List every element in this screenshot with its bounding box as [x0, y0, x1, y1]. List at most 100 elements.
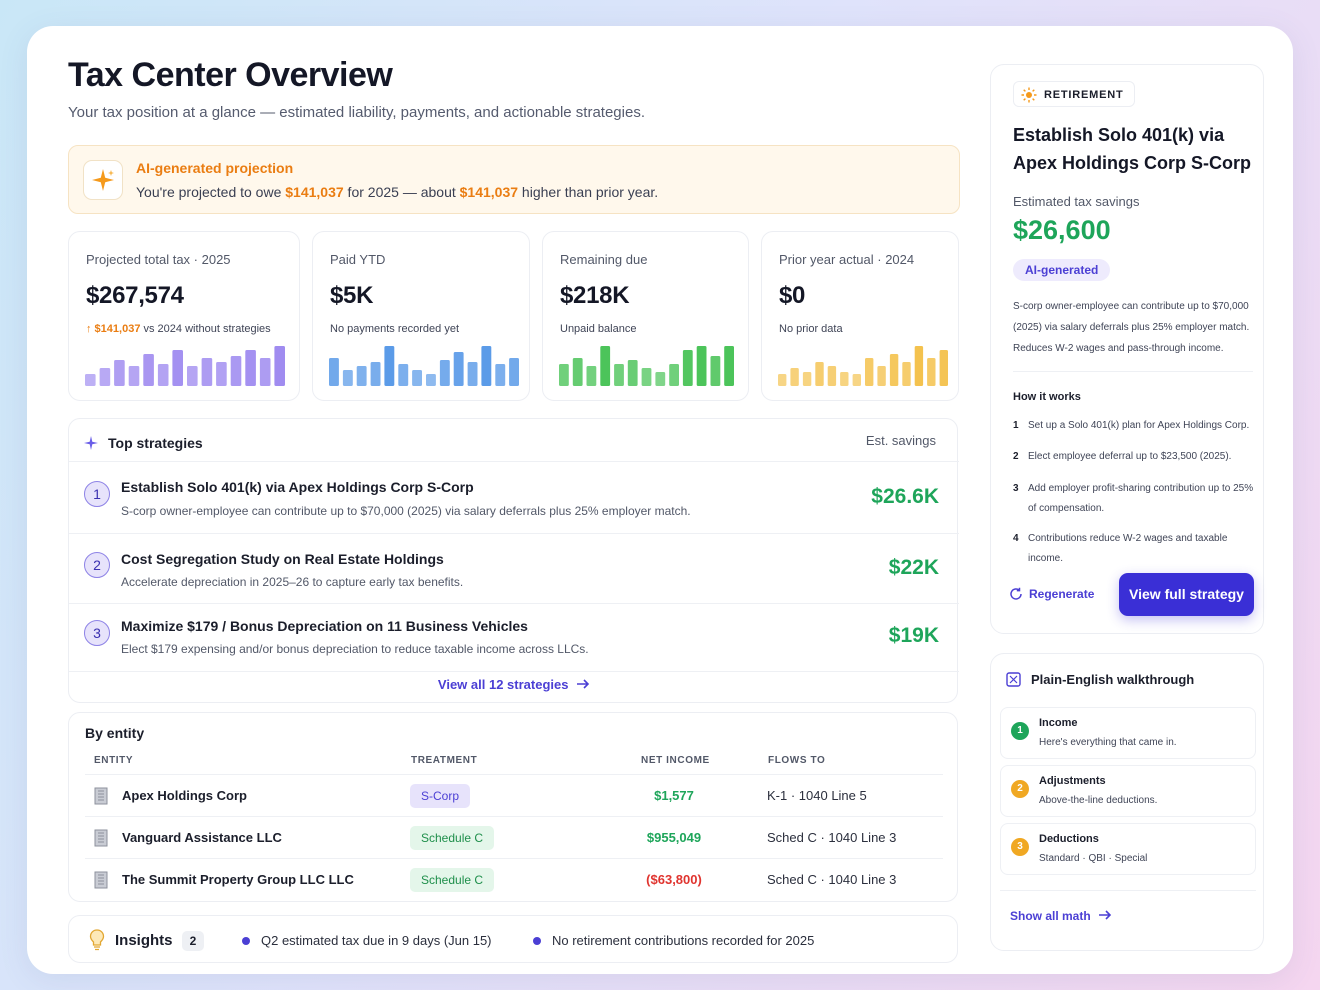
- stat-card-paid-ytd[interactable]: Paid YTD $5K No payments recorded yet: [312, 231, 530, 401]
- divider: [1013, 371, 1253, 372]
- sparkbar: [245, 350, 256, 386]
- strategy-row[interactable]: 1 Establish Solo 401(k) via Apex Holding…: [69, 461, 959, 533]
- sparkle-icon: [1021, 87, 1037, 103]
- view-all-strategies-link[interactable]: View all 12 strategies: [69, 677, 959, 692]
- regenerate-button[interactable]: Regenerate: [1009, 587, 1094, 601]
- estimated-savings-label: Estimated tax savings: [1013, 194, 1140, 209]
- column-header: NET INCOME: [641, 755, 710, 766]
- column-header: ENTITY: [94, 755, 134, 766]
- divider: [1000, 890, 1256, 891]
- sparkbar: [840, 372, 849, 386]
- sparkbar: [85, 374, 96, 386]
- step-subtitle: Above-the-line deductions.: [1039, 795, 1158, 806]
- sparkbar: [157, 364, 169, 386]
- stat-note: ↑ $141,037 vs 2024 without strategies: [86, 323, 271, 335]
- strategy-detail-panel: RETIREMENT Establish Solo 401(k) via Ape…: [990, 64, 1264, 634]
- insight-item[interactable]: No retirement contributions recorded for…: [532, 933, 815, 948]
- sparkbar: [426, 374, 436, 386]
- sparkbar: [172, 350, 183, 386]
- entity-name: Vanguard Assistance LLC: [122, 830, 282, 845]
- page-title: Tax Center Overview: [68, 56, 393, 94]
- building-icon: [94, 871, 108, 889]
- treatment-badge: S-Corp: [410, 784, 471, 808]
- divider: [69, 671, 959, 672]
- entity-name: Apex Holdings Corp: [122, 788, 247, 803]
- stat-note: No payments recorded yet: [330, 323, 460, 335]
- sparkbar: [939, 350, 948, 386]
- walkthrough-step[interactable]: 2 Adjustments Above-the-line deductions.: [1000, 765, 1256, 817]
- show-all-math-link[interactable]: Show all math: [1010, 909, 1112, 923]
- sparkbar: [342, 370, 353, 386]
- strategy-detail-desc: S-corp owner-employee can contribute up …: [1013, 301, 1250, 354]
- sparkbar: [655, 372, 666, 386]
- by-entity-card: By entity ENTITY TREATMENT NET INCOME FL…: [68, 712, 958, 902]
- strategy-number: 3: [84, 620, 110, 646]
- stat-label: Prior year actual · 2024: [779, 252, 915, 267]
- strategy-row[interactable]: 2 Cost Segregation Study on Real Estate …: [69, 533, 959, 603]
- refresh-icon: [1010, 587, 1022, 600]
- sparkbar: [439, 360, 450, 386]
- strategies-title: Top strategies: [108, 435, 203, 451]
- strategy-title: Cost Segregation Study on Real Estate Ho…: [121, 551, 444, 567]
- building-icon: [94, 829, 108, 847]
- stat-note: No prior data: [779, 323, 843, 335]
- arrow-right-icon: [1099, 910, 1112, 920]
- step-number: 3: [1011, 838, 1029, 856]
- view-full-strategy-button[interactable]: View full strategy: [1119, 573, 1254, 616]
- column-header: TREATMENT: [411, 755, 478, 766]
- net-income: $955,049: [646, 830, 702, 845]
- sparkbar: [259, 358, 271, 386]
- strategy-detail-title: Establish Solo 401(k) via Apex Holdings …: [1013, 125, 1251, 173]
- step-title: Adjustments: [1039, 775, 1106, 787]
- sparkbar: [467, 362, 478, 386]
- insights-bar[interactable]: Insights 2 Q2 estimated tax due in 9 day…: [68, 915, 958, 963]
- flows-to: Sched C · 1040 Line 3: [767, 872, 897, 887]
- calculator-icon: [1006, 672, 1021, 687]
- stat-card-projected-tax[interactable]: Projected total tax · 2025 $267,574 ↑ $1…: [68, 231, 300, 401]
- table-row[interactable]: Apex Holdings Corp S-Corp $1,577 K-1 · 1…: [85, 774, 943, 816]
- stat-card-prior-year[interactable]: Prior year actual · 2024 $0 No prior dat…: [761, 231, 959, 401]
- insight-item[interactable]: Q2 estimated tax due in 9 days (Jun 15): [242, 933, 492, 948]
- sparkbar: [682, 350, 693, 386]
- ai-projection-banner: AI-generated projection You're projected…: [68, 145, 960, 214]
- sparkbar: [614, 364, 624, 386]
- sparkbar: [114, 360, 125, 386]
- walkthrough-step[interactable]: 3 Deductions Standard · QBI · Special: [1000, 823, 1256, 875]
- sparkbar: [274, 346, 285, 386]
- sparkbar: [481, 346, 492, 386]
- sparkbar: [230, 356, 242, 386]
- insights-title: Insights: [115, 932, 173, 949]
- flows-to: Sched C · 1040 Line 3: [767, 830, 897, 845]
- stat-label: Remaining due: [560, 252, 648, 267]
- strategy-row[interactable]: 3 Maximize $179 / Bonus Depreciation on …: [69, 603, 959, 671]
- sparkbar: [778, 374, 787, 386]
- sparkbar: [216, 362, 227, 386]
- sparkbar: [586, 366, 597, 386]
- sparkbar: [914, 346, 924, 386]
- table-row[interactable]: Vanguard Assistance LLC Schedule C $955,…: [85, 816, 943, 858]
- lightbulb-icon: [89, 929, 105, 951]
- sparkbar: [827, 366, 837, 386]
- strategy-savings: $19K: [888, 624, 939, 647]
- sparkbar: [329, 358, 339, 386]
- sparkbar-chart: [559, 346, 734, 386]
- sparkbar: [669, 364, 679, 386]
- top-strategies-card: Top strategies Est. savings 1 Establish …: [68, 418, 959, 703]
- step-subtitle: Standard · QBI · Special: [1039, 853, 1148, 864]
- sparkbar: [412, 370, 422, 386]
- sparkbar: [902, 362, 911, 386]
- sparkbar: [559, 364, 569, 386]
- sparkbar-chart: [778, 346, 948, 386]
- table-row[interactable]: The Summit Property Group LLC LLC Schedu…: [85, 858, 943, 900]
- sparkbar: [710, 356, 721, 386]
- step-title: Deductions: [1039, 833, 1099, 845]
- walkthrough-step[interactable]: 1 Income Here's everything that came in.: [1000, 707, 1256, 759]
- stat-value: $0: [779, 282, 806, 309]
- sparkbar: [201, 358, 213, 386]
- sparkbar: [384, 346, 395, 386]
- stat-card-remaining-due[interactable]: Remaining due $218K Unpaid balance: [542, 231, 749, 401]
- sparkbar: [815, 362, 824, 386]
- strategy-number: 1: [84, 481, 110, 507]
- estimated-savings-amount: $26,600: [1013, 215, 1111, 245]
- insights-count-badge: 2: [182, 931, 204, 951]
